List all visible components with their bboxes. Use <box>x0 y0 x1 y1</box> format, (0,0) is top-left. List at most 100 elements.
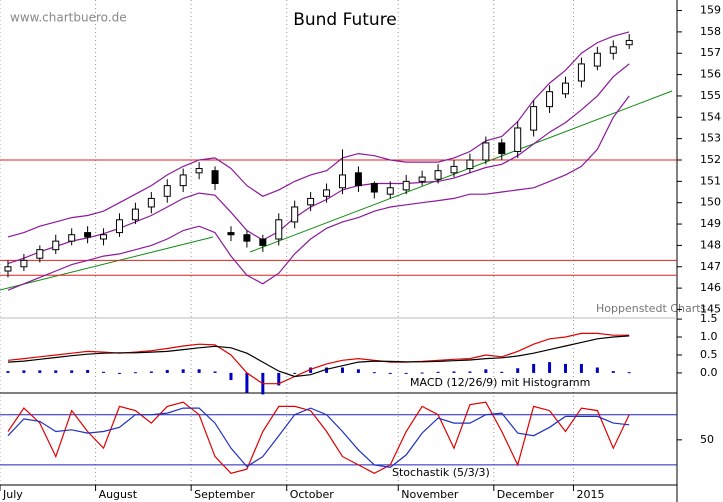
histogram-bar <box>133 372 137 374</box>
candle-body <box>498 142 506 155</box>
histogram-bar <box>325 367 329 373</box>
indicator-label: MACD (12/26/9) mit Histogramm <box>410 376 590 389</box>
histogram-bar <box>245 372 249 393</box>
y-tick-label: 153 <box>700 132 721 145</box>
candle-body <box>163 185 171 197</box>
histogram-bar <box>117 372 121 374</box>
y-tick-label: 146 <box>700 281 721 294</box>
candle-body <box>386 187 394 195</box>
chart-title: Bund Future <box>293 10 397 30</box>
histogram-bar <box>500 371 504 373</box>
trendline <box>0 236 214 291</box>
candle-body <box>4 266 12 272</box>
candle-body <box>68 234 76 242</box>
candle-body <box>115 219 123 234</box>
histogram-bar <box>340 367 344 373</box>
candle-body <box>561 82 569 95</box>
y-tick-label: 148 <box>700 238 721 251</box>
y-tick-label: 151 <box>700 174 721 187</box>
histogram-bar <box>484 369 488 373</box>
histogram-bar <box>356 369 360 373</box>
candle-body <box>593 52 601 67</box>
candle-body <box>179 174 187 187</box>
candle-body <box>211 170 219 184</box>
histogram-bar <box>54 370 58 373</box>
y-tick-label: 0.5 <box>700 348 718 361</box>
y-tick-label: 149 <box>700 217 721 230</box>
histogram-bar <box>516 368 520 373</box>
histogram-bar <box>563 363 567 373</box>
candle-body <box>482 142 490 161</box>
histogram-bar <box>165 370 169 373</box>
candle-body <box>577 63 585 82</box>
y-tick-label: 157 <box>700 46 721 59</box>
candle-body <box>546 91 554 108</box>
candle-body <box>291 206 299 223</box>
x-tick-label: September <box>194 488 255 501</box>
watermark: www.chartbuero.de <box>10 11 127 25</box>
y-tick-label: 158 <box>700 25 721 38</box>
candle-body <box>307 197 315 206</box>
source-note: Hoppenstedt Charts <box>596 302 707 315</box>
y-tick-label: 50 <box>700 433 714 446</box>
histogram-bar <box>102 371 106 373</box>
candle-body <box>354 172 362 187</box>
histogram-bar <box>404 372 408 374</box>
band-line <box>7 95 630 291</box>
histogram-bar <box>452 371 456 373</box>
histogram-bar <box>548 362 552 373</box>
y-tick-label: 145 <box>700 302 721 315</box>
candle-body <box>52 240 60 251</box>
histogram-bar <box>532 363 536 373</box>
y-tick-label: 147 <box>700 260 721 273</box>
y-tick-label: 0.0 <box>700 366 718 379</box>
indicator-line <box>7 407 630 469</box>
band-line <box>7 63 630 265</box>
candle-body <box>36 249 44 259</box>
histogram-bar <box>468 371 472 373</box>
candle-body <box>609 46 617 54</box>
histogram-bar <box>22 370 26 373</box>
y-tick-label: 154 <box>700 110 721 123</box>
histogram-bar <box>309 367 313 373</box>
candle-body <box>195 168 203 174</box>
histogram-bar <box>213 371 217 373</box>
x-tick-label: October <box>290 488 334 501</box>
y-tick-label: 159 <box>700 4 721 17</box>
candle-body <box>84 232 92 238</box>
candle-body <box>402 180 410 191</box>
candle-body <box>275 219 283 240</box>
candle-body <box>530 106 538 131</box>
histogram-bar <box>436 371 440 373</box>
x-tick-label: December <box>497 488 555 501</box>
histogram-bar <box>38 370 42 373</box>
indicator-line <box>7 401 630 474</box>
histogram-bar <box>70 370 74 373</box>
indicator-label: Stochastik (5/3/3) <box>392 466 490 479</box>
candle-body <box>259 238 267 246</box>
histogram-bar <box>6 371 10 373</box>
y-tick-label: 156 <box>700 68 721 81</box>
x-tick-label: 2015 <box>576 488 604 501</box>
y-tick-label: 155 <box>700 89 721 102</box>
candle-body <box>418 176 426 182</box>
histogram-bar <box>149 371 153 373</box>
candle-body <box>100 234 108 240</box>
x-tick-label: November <box>401 488 459 501</box>
candle-body <box>434 170 442 180</box>
histogram-bar <box>181 369 185 373</box>
y-tick-label: 150 <box>700 196 721 209</box>
trendline <box>249 90 673 253</box>
candle-body <box>625 39 633 46</box>
candle-body <box>131 208 139 221</box>
candle-body <box>514 127 522 152</box>
band-line <box>7 31 630 238</box>
histogram-bar <box>595 367 599 373</box>
histogram-bar <box>197 369 201 373</box>
histogram-bar <box>229 372 233 381</box>
histogram-bar <box>627 372 631 374</box>
candle-body <box>243 234 251 242</box>
candle-body <box>370 182 378 193</box>
indicator-line <box>7 335 630 378</box>
